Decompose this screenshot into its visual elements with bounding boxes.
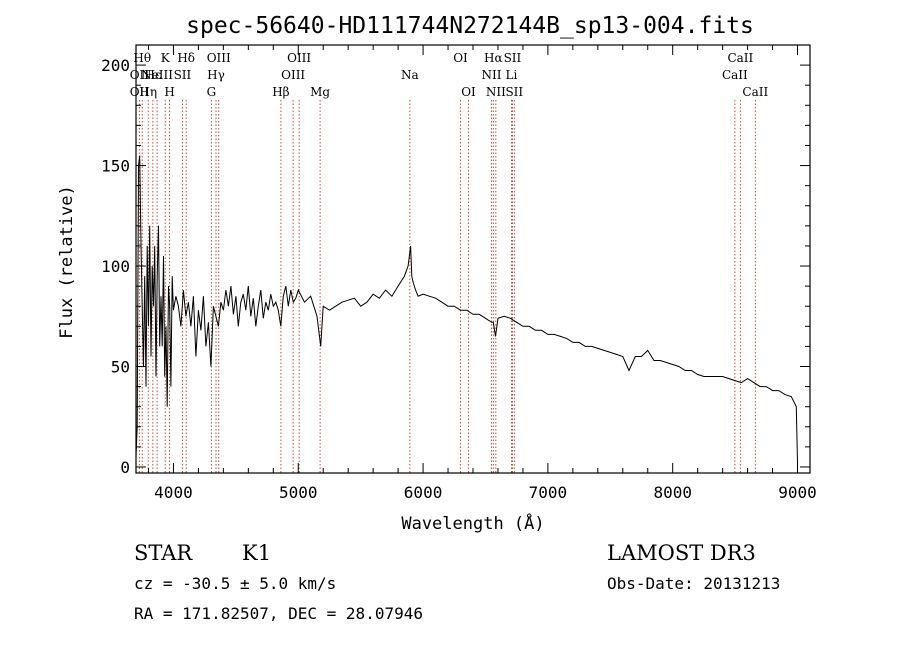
x-axis-label: Wavelength (Å)	[401, 512, 544, 534]
line-marker-label: OI	[453, 51, 468, 65]
object-subclass: K1	[242, 541, 271, 565]
line-marker-label: Na	[401, 68, 419, 82]
x-tick-label: 4000	[154, 483, 193, 502]
y-tick-label: 50	[111, 358, 130, 377]
line-marker-label: H	[164, 85, 174, 99]
y-tick-label: 100	[101, 257, 130, 276]
line-marker-label: Hθ	[133, 51, 151, 65]
redshift-text: cz = -30.5 ± 5.0 km/s	[134, 574, 336, 593]
spectrum-line	[135, 155, 798, 464]
line-marker-label: OIII	[281, 68, 305, 82]
coordinates-text: RA = 171.82507, DEC = 28.07946	[134, 604, 423, 623]
survey-name: LAMOST DR3	[607, 541, 756, 565]
x-tick-label: 8000	[653, 483, 692, 502]
line-marker-labels: OIIOIIHθHηHεNeIIIKHSIIHδGHγOIIIHβOIIIOII…	[130, 51, 769, 99]
x-axis-ticks: 4000 5000 6000 7000 8000 9000	[147, 45, 817, 502]
x-tick-label: 7000	[529, 483, 568, 502]
y-tick-label: 150	[101, 157, 130, 176]
line-marker-label: SII	[174, 68, 192, 82]
line-marker-label: OII	[130, 85, 150, 99]
line-marker-label: OIII	[287, 51, 311, 65]
line-marker-label: CaII	[722, 68, 748, 82]
line-marker-label: Hβ	[272, 85, 289, 99]
line-marker-label: Hη	[139, 85, 157, 99]
line-marker-label: K	[161, 51, 171, 65]
line-markers	[138, 100, 756, 473]
y-tick-label: 200	[101, 56, 130, 75]
chart-title: spec-56640-HD111744N272144B_sp13-004.fit…	[186, 13, 754, 39]
plot-frame	[135, 44, 811, 474]
line-marker-label: Hε	[145, 68, 162, 82]
line-marker-label: CaII	[742, 85, 768, 99]
object-class: STAR	[134, 541, 193, 565]
line-marker-label: Hα	[484, 51, 503, 65]
x-tick-label: 6000	[404, 483, 443, 502]
line-marker-label: NeIII	[141, 68, 173, 82]
line-marker-label: Hγ	[207, 68, 225, 82]
line-marker-label: SII	[505, 85, 523, 99]
line-marker-label: G	[207, 85, 217, 99]
line-marker-label: OII	[130, 68, 150, 82]
line-marker-label: CaII	[727, 51, 753, 65]
line-marker-label: NII	[486, 85, 506, 99]
y-axis-ticks: 0 50 100 150 200	[101, 56, 810, 477]
line-marker-label: SII	[504, 51, 522, 65]
line-marker-label: Li	[506, 68, 518, 82]
line-marker-label: OIII	[207, 51, 231, 65]
x-tick-label: 5000	[279, 483, 318, 502]
x-tick-label: 9000	[778, 483, 817, 502]
obs-date: Obs-Date: 20131213	[607, 574, 780, 593]
line-marker-label: Mg	[310, 85, 330, 99]
y-axis-label: Flux (relative)	[57, 185, 77, 339]
line-marker-label: NII	[481, 68, 501, 82]
y-tick-label: 0	[120, 458, 130, 477]
line-marker-label: OI	[461, 85, 476, 99]
line-marker-label: Hδ	[177, 51, 195, 65]
